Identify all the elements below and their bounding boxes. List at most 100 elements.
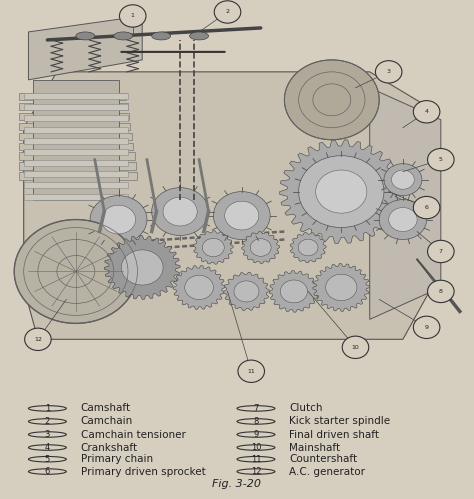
Polygon shape [313, 263, 370, 311]
Circle shape [392, 170, 414, 189]
Text: 12: 12 [251, 467, 261, 476]
Ellipse shape [114, 32, 133, 40]
Bar [19, 163, 136, 170]
Text: 7: 7 [439, 249, 443, 254]
Text: 2: 2 [45, 417, 50, 426]
Bar [24, 149, 128, 155]
Text: 1: 1 [131, 13, 135, 18]
Bar [24, 127, 128, 133]
Circle shape [152, 188, 209, 236]
Text: 6: 6 [45, 467, 50, 476]
Bar [24, 183, 128, 189]
Circle shape [238, 360, 264, 382]
Circle shape [250, 239, 271, 256]
Circle shape [342, 336, 369, 358]
Text: 4: 4 [425, 109, 428, 114]
Text: 11: 11 [251, 455, 261, 464]
Text: A.C. generator: A.C. generator [289, 467, 365, 477]
Circle shape [185, 275, 213, 299]
Bar [24, 171, 128, 177]
Text: Camshaft: Camshaft [81, 403, 131, 414]
Circle shape [326, 274, 357, 300]
Text: 2: 2 [226, 9, 229, 14]
Bar [19, 93, 126, 100]
Circle shape [384, 164, 422, 196]
Circle shape [28, 445, 66, 450]
Text: 12: 12 [34, 337, 42, 342]
Bar [24, 194, 128, 200]
Polygon shape [242, 232, 280, 263]
Bar [24, 93, 128, 99]
Circle shape [28, 469, 66, 474]
Text: 10: 10 [352, 345, 359, 350]
Circle shape [237, 419, 275, 424]
Bar [24, 104, 128, 110]
Circle shape [299, 156, 384, 228]
Polygon shape [370, 88, 441, 319]
Circle shape [213, 192, 270, 240]
Circle shape [119, 5, 146, 27]
Circle shape [413, 101, 440, 123]
Bar [19, 113, 129, 120]
Text: Primary driven sprocket: Primary driven sprocket [81, 467, 205, 477]
Circle shape [14, 220, 137, 323]
Circle shape [375, 61, 402, 83]
Circle shape [389, 208, 417, 232]
Circle shape [316, 170, 367, 213]
Text: 5: 5 [439, 157, 443, 162]
Circle shape [284, 60, 379, 140]
Circle shape [28, 457, 66, 462]
Circle shape [25, 328, 51, 350]
Polygon shape [290, 233, 326, 262]
Circle shape [28, 406, 66, 411]
Ellipse shape [76, 32, 95, 40]
Text: 1: 1 [45, 404, 50, 413]
Circle shape [237, 457, 275, 462]
Bar [24, 138, 128, 144]
Polygon shape [28, 16, 142, 80]
Bar [24, 160, 128, 166]
Text: Clutch: Clutch [289, 403, 323, 414]
Text: Crankshaft: Crankshaft [81, 443, 138, 453]
Text: 3: 3 [45, 430, 50, 439]
Text: Camchain: Camchain [81, 417, 133, 427]
Circle shape [237, 469, 275, 474]
Bar [19, 133, 132, 140]
Ellipse shape [190, 32, 209, 40]
Circle shape [428, 241, 454, 262]
Text: 8: 8 [439, 289, 443, 294]
Circle shape [428, 149, 454, 171]
Circle shape [121, 250, 163, 285]
Ellipse shape [152, 32, 171, 40]
Polygon shape [104, 236, 180, 299]
Text: Camchain tensioner: Camchain tensioner [81, 430, 185, 440]
Bar [19, 173, 137, 180]
Polygon shape [24, 72, 436, 339]
Bar [19, 103, 128, 110]
Circle shape [225, 201, 259, 230]
Bar [19, 123, 130, 130]
Text: Kick starter spindle: Kick starter spindle [289, 417, 390, 427]
Text: Mainshaft: Mainshaft [289, 443, 340, 453]
Circle shape [163, 197, 197, 226]
Bar [19, 153, 135, 160]
Text: 6: 6 [425, 205, 428, 210]
Text: Fig. 3-20: Fig. 3-20 [212, 479, 262, 489]
Circle shape [101, 205, 136, 234]
Circle shape [28, 419, 66, 424]
Polygon shape [224, 272, 269, 310]
Circle shape [413, 197, 440, 219]
Circle shape [379, 200, 427, 240]
Text: 11: 11 [247, 369, 255, 374]
Circle shape [214, 1, 241, 23]
Polygon shape [280, 140, 403, 244]
Text: 3: 3 [387, 69, 391, 74]
Text: 4: 4 [45, 443, 50, 452]
Bar [24, 115, 128, 121]
Circle shape [237, 432, 275, 437]
Circle shape [237, 406, 275, 411]
Circle shape [202, 239, 224, 256]
Circle shape [28, 432, 66, 437]
Text: Final driven shaft: Final driven shaft [289, 430, 379, 440]
Circle shape [237, 445, 275, 450]
